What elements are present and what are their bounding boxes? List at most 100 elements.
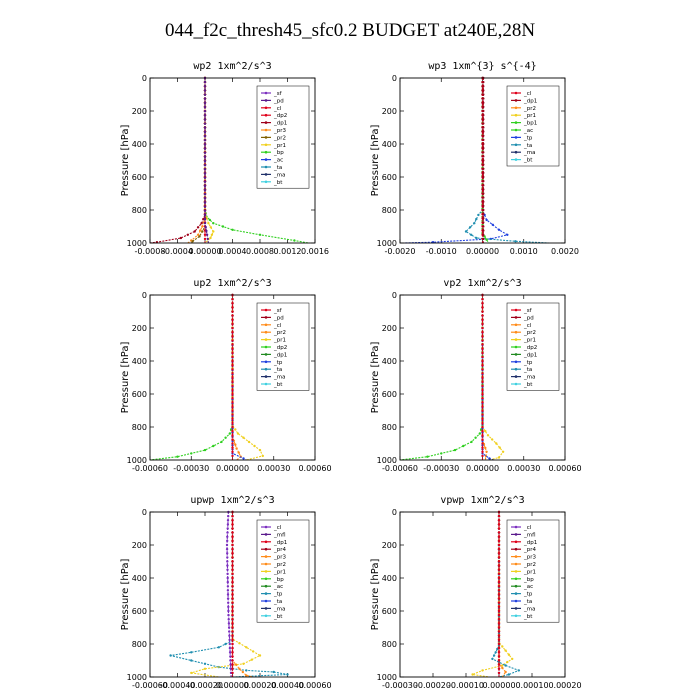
- series-point: [236, 432, 240, 435]
- legend-label: _ta: [523, 599, 532, 605]
- legend-marker: [514, 360, 518, 364]
- legend-label: _dp1: [523, 98, 537, 104]
- series-point: [226, 552, 229, 555]
- legend-marker: [264, 360, 268, 364]
- series-line-pr1: [191, 512, 262, 678]
- series-point: [293, 239, 296, 242]
- series-point: [482, 85, 485, 88]
- series-point: [481, 388, 484, 392]
- x-tick-label: -0.00030: [423, 464, 459, 473]
- series-point: [497, 622, 501, 625]
- series-point: [482, 171, 485, 175]
- series-point: [477, 213, 480, 217]
- series-point: [231, 429, 234, 433]
- y-tick-label: 600: [132, 173, 147, 182]
- legend-marker: [514, 525, 518, 529]
- chart-title: wp2 1xm^2/s^3: [193, 61, 271, 72]
- series-point: [258, 654, 262, 657]
- x-tick-label: -0.0020: [385, 247, 416, 256]
- series-point: [481, 429, 484, 433]
- series-line-dp1: [149, 295, 234, 461]
- series-point: [203, 89, 207, 92]
- series-point: [501, 666, 504, 670]
- series-point: [497, 638, 501, 642]
- legend-label: _pr4: [273, 547, 287, 553]
- series-point: [227, 609, 230, 613]
- series-point: [497, 228, 501, 231]
- series-point: [231, 335, 234, 338]
- legend-label: _bp: [273, 577, 284, 583]
- legend-marker: [514, 382, 518, 386]
- series-point: [228, 634, 231, 637]
- series-point: [481, 359, 484, 363]
- legend-label: _cl: [273, 323, 282, 329]
- x-tick-label: 0.00020: [243, 681, 276, 690]
- y-tick-label: 400: [132, 574, 147, 583]
- series-point: [203, 110, 207, 113]
- series-point: [242, 436, 245, 439]
- legend-marker: [264, 584, 268, 588]
- series-point: [220, 440, 223, 444]
- series-point: [497, 651, 501, 654]
- legend-marker: [264, 121, 268, 124]
- series-point: [482, 155, 485, 158]
- legend-label: _cl: [523, 525, 532, 531]
- series-point: [231, 552, 234, 555]
- series-point: [227, 622, 231, 625]
- series-point: [481, 339, 484, 342]
- series-point: [245, 669, 248, 672]
- series-point: [506, 660, 509, 664]
- series-point: [471, 673, 474, 676]
- series-point: [224, 642, 227, 646]
- y-tick-label: 1000: [377, 456, 397, 465]
- series-line-dp1: [149, 78, 206, 244]
- series-point: [231, 318, 234, 321]
- series-point: [482, 167, 485, 170]
- series-point: [221, 225, 225, 228]
- series-point: [226, 535, 229, 538]
- series-point: [199, 229, 202, 232]
- series-point: [482, 142, 485, 146]
- legend-label: _ma: [273, 172, 285, 178]
- legend-label: _pr3: [523, 555, 537, 561]
- series-point: [482, 196, 485, 199]
- legend-label: _dp2: [273, 345, 287, 351]
- legend-marker: [514, 316, 518, 319]
- series-point: [209, 226, 212, 229]
- series-line-pr3: [187, 78, 206, 244]
- legend-label: _cl: [273, 106, 282, 112]
- y-tick-label: 200: [382, 541, 397, 550]
- x-tick-label: 0.00000: [482, 681, 515, 690]
- legend-marker: [264, 338, 268, 341]
- series-point: [231, 539, 234, 543]
- y-tick-label: 0: [142, 74, 147, 83]
- plot-frame: [149, 511, 316, 678]
- series-point: [497, 618, 501, 621]
- x-tick-label: 0.00060: [298, 464, 331, 473]
- series-point: [231, 556, 234, 559]
- x-tick-label: -0.00040: [160, 681, 196, 690]
- series-point: [203, 163, 207, 167]
- y-tick-label: 0: [392, 291, 397, 300]
- legend-marker: [514, 533, 518, 536]
- series-point: [212, 222, 215, 225]
- legend-marker: [514, 614, 518, 618]
- legend-marker: [514, 113, 518, 117]
- series-point: [231, 405, 234, 408]
- series-point: [497, 589, 501, 592]
- legend-label: _dp2: [273, 113, 287, 119]
- series-point: [482, 118, 485, 121]
- series-point: [231, 310, 234, 313]
- y-tick-label: 800: [382, 206, 397, 215]
- legend-marker: [514, 555, 518, 558]
- legend-marker: [264, 158, 268, 161]
- series-point: [209, 236, 212, 240]
- series-point: [234, 443, 237, 446]
- series-point: [190, 651, 193, 654]
- series-point: [203, 134, 207, 138]
- series-point: [497, 564, 501, 567]
- series-point: [231, 651, 234, 654]
- series-point: [203, 122, 207, 125]
- legend-marker: [514, 353, 518, 356]
- series-point: [231, 322, 234, 326]
